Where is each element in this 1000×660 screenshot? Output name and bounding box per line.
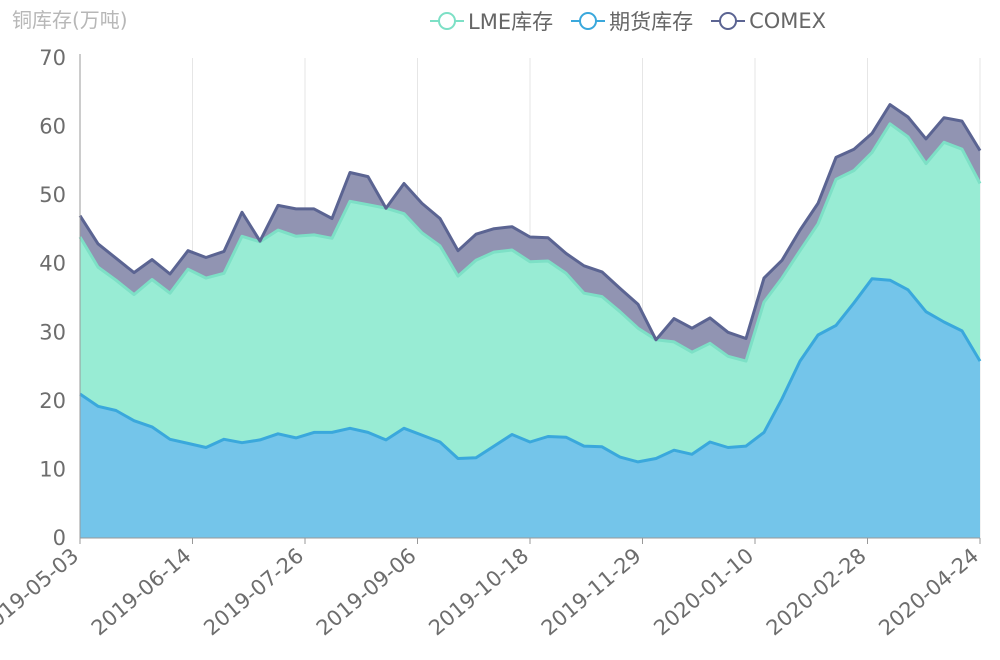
x-tick-label: 2020-01-10: [649, 543, 758, 640]
x-tick-label: 2020-04-24: [874, 543, 983, 640]
legend-lme-label: LME库存: [468, 10, 554, 34]
legend-comex-icon: [711, 12, 746, 30]
y-tick-label: 20: [39, 389, 66, 413]
legend: LME库存 期货库存 COMEX: [430, 6, 844, 36]
x-tick-label: 2019-09-06: [312, 543, 421, 640]
y-tick-label: 0: [53, 526, 66, 550]
y-tick-label: 60: [39, 115, 66, 139]
legend-futures-label: 期货库存: [609, 10, 694, 34]
x-tick-label: 2019-05-03: [0, 543, 83, 640]
x-tick-label: 2020-02-28: [762, 543, 871, 640]
area-lme: [80, 123, 980, 462]
x-tick-label: 2019-11-29: [537, 543, 646, 640]
y-tick-label: 50: [39, 183, 66, 207]
x-tick-label: 2019-06-14: [87, 543, 196, 640]
line-comex: [78, 103, 982, 342]
legend-futures-icon: [571, 12, 606, 30]
line-futures: [79, 277, 982, 464]
area-futures: [80, 278, 980, 538]
legend-item-lme[interactable]: LME库存: [430, 6, 553, 36]
legend-item-comex[interactable]: COMEX: [711, 9, 826, 33]
legend-item-futures[interactable]: 期货库存: [571, 6, 693, 36]
x-tick-label: 2019-07-26: [199, 543, 308, 640]
legend-lme-icon: [430, 12, 464, 30]
y-tick-label: 40: [39, 252, 66, 276]
legend-comex-label: COMEX: [749, 9, 827, 33]
y-tick-label: 30: [39, 320, 66, 344]
line-lme: [78, 122, 982, 363]
y-tick-label: 70: [39, 46, 66, 70]
y-tick-label: 10: [39, 457, 66, 481]
y-unit-label: 铜库存(万吨): [12, 8, 128, 32]
x-tick-label: 2019-10-18: [424, 543, 533, 640]
